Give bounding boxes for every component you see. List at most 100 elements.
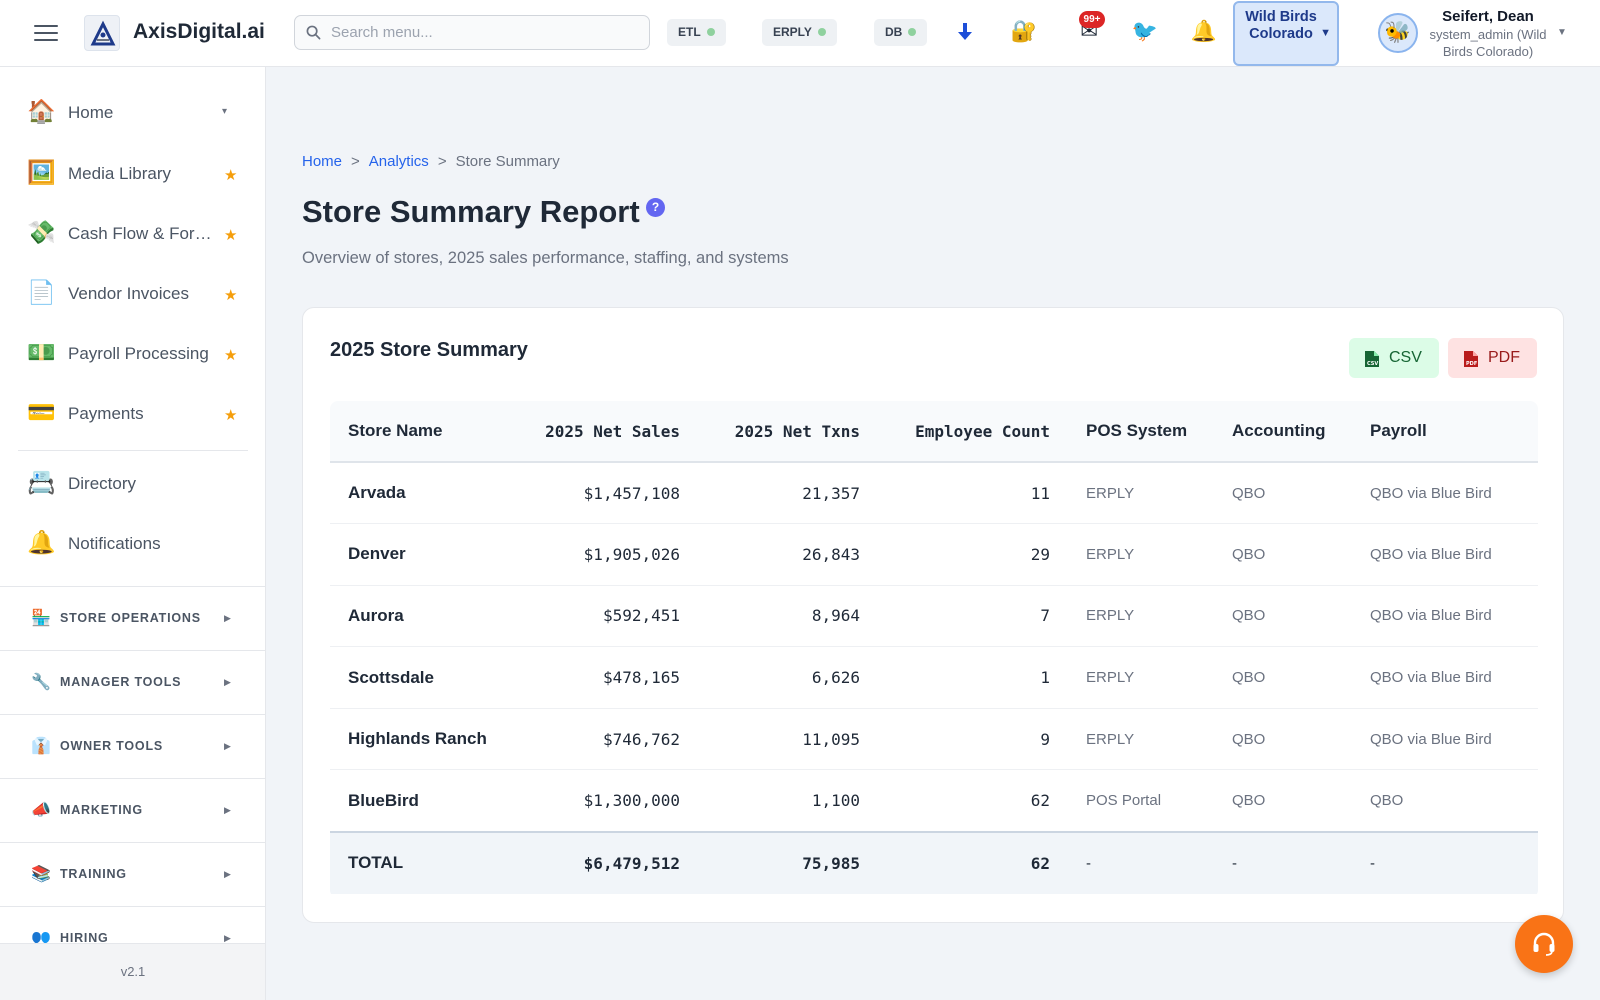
mail-count-badge: 99+ [1079, 11, 1105, 28]
total-label-cell: TOTAL [348, 853, 404, 873]
sidebar-section-marketing[interactable]: 📣 MARKETING ▶ [0, 778, 265, 842]
export-pdf-button[interactable]: PDF PDF [1448, 338, 1537, 378]
net-sales-cell: $592,451 [602, 606, 680, 626]
net-txns-cell: 26,843 [802, 544, 860, 564]
store-name-cell: Denver [348, 544, 406, 564]
sidebar-item-label: Home [68, 103, 114, 122]
avatar[interactable]: 🐝 [1378, 13, 1418, 53]
star-icon[interactable]: ★ [224, 347, 238, 364]
sidebar-item-home[interactable]: 🏠 Home ▾ [0, 85, 265, 141]
column-header[interactable]: Store Name [348, 421, 443, 440]
chevron-right-icon: ▶ [224, 741, 231, 751]
employee-count-cell: 62 [1030, 791, 1050, 811]
chevron-down-icon[interactable]: ▼ [1557, 27, 1567, 38]
star-icon[interactable]: ★ [224, 407, 238, 424]
net-txns-cell: 6,626 [811, 668, 860, 688]
store-name-cell: Scottsdale [348, 667, 434, 687]
etl-status-pill[interactable]: ETL [667, 19, 726, 46]
net-txns-cell: 11,095 [802, 729, 860, 749]
search-input[interactable] [331, 16, 641, 49]
star-icon[interactable]: ★ [224, 167, 238, 184]
net-sales-cell: $1,905,026 [583, 544, 680, 564]
star-icon[interactable]: ★ [224, 287, 238, 304]
column-header[interactable]: Employee Count [915, 421, 1050, 441]
sidebar-section-label: OWNER TOOLS [60, 739, 164, 753]
store-name-cell: BlueBird [348, 790, 419, 810]
total-accounting-cell: - [1232, 854, 1237, 872]
total-payroll-cell: - [1370, 854, 1375, 872]
export-csv-button[interactable]: CSV CSV [1349, 338, 1439, 378]
sidebar-section-manager-tools[interactable]: 🔧 MANAGER TOOLS ▶ [0, 650, 265, 714]
people-icon: 👥 [31, 930, 51, 947]
lock-key-icon[interactable]: 🔐 [1010, 20, 1038, 43]
sidebar-item-directory[interactable]: 📇 Directory [0, 456, 265, 512]
accounting-cell: QBO [1232, 607, 1266, 625]
accounting-cell: QBO [1232, 545, 1266, 563]
table-row[interactable]: Arvada $1,457,108 21,357 11 ERPLY QBO QB… [330, 462, 1538, 524]
sidebar-item-payroll-processing[interactable]: 💵 Payroll Processing ★ [0, 326, 265, 382]
table-row[interactable]: Scottsdale $478,165 6,626 1 ERPLY QBO QB… [330, 647, 1538, 709]
etl-status-label: ETL [678, 25, 701, 39]
db-status-label: DB [885, 25, 903, 39]
column-header[interactable]: 2025 Net Sales [545, 421, 680, 441]
download-icon[interactable] [950, 18, 980, 52]
status-dot-icon [817, 28, 826, 36]
table-row[interactable]: Aurora $592,451 8,964 7 ERPLY QBO QBO vi… [330, 585, 1538, 647]
store-name-cell: Arvada [348, 483, 406, 503]
house-icon: 🏠 [27, 98, 56, 124]
store-summary-table: Store Name 2025 Net Sales 2025 Net Txns … [330, 401, 1538, 894]
sidebar-section-owner-tools[interactable]: 👔 OWNER TOOLS ▶ [0, 714, 265, 778]
user-name[interactable]: Seifert, Dean [1442, 8, 1534, 25]
organization-name: Wild Birds Colorado [1245, 9, 1317, 42]
sidebar-item-payments[interactable]: 💳 Payments ★ [0, 386, 265, 442]
column-header[interactable]: Payroll [1370, 421, 1427, 440]
table-row[interactable]: BlueBird $1,300,000 1,100 62 POS Portal … [330, 770, 1538, 832]
breadcrumb-home-link[interactable]: Home [302, 153, 343, 170]
star-icon[interactable]: ★ [224, 227, 238, 244]
megaphone-icon: 📣 [31, 802, 51, 819]
help-icon[interactable]: ? [646, 198, 665, 217]
table-header-row: Store Name 2025 Net Sales 2025 Net Txns … [330, 401, 1538, 462]
accounting-cell: QBO [1232, 484, 1266, 502]
total-net-sales-cell: $6,479,512 [583, 853, 680, 873]
sidebar-section-store-operations[interactable]: 🏪 STORE OPERATIONS ▶ [0, 586, 265, 650]
db-status-pill[interactable]: DB [874, 19, 928, 46]
bell-icon: 🔔 [27, 529, 56, 555]
sidebar-item-notifications[interactable]: 🔔 Notifications [0, 516, 265, 572]
bell-icon[interactable]: 🔔 [1190, 20, 1218, 43]
net-txns-cell: 1,100 [811, 791, 860, 811]
sidebar-section-hiring[interactable]: 👥 HIRING ▶ [0, 906, 265, 970]
chevron-right-icon: ▶ [224, 613, 231, 623]
sidebar-item-label: Payroll Processing [68, 344, 209, 363]
column-header[interactable]: Accounting [1232, 421, 1326, 440]
sidebar-section-training[interactable]: 📚 TRAINING ▶ [0, 842, 265, 906]
store-name-cell: Highlands Ranch [348, 729, 487, 749]
sidebar-item-label: Media Library [68, 164, 171, 183]
table-row[interactable]: Denver $1,905,026 26,843 29 ERPLY QBO QB… [330, 524, 1538, 586]
sidebar-item-label: Cash Flow & For… [68, 224, 212, 243]
hamburger-menu-icon[interactable] [34, 22, 58, 42]
column-header[interactable]: 2025 Net Txns [734, 421, 860, 441]
erply-status-label: ERPLY [773, 25, 812, 39]
total-employee-count-cell: 62 [1030, 853, 1050, 873]
user-role: system_admin (Wild Birds Colorado) [1429, 27, 1547, 59]
breadcrumb-analytics-link[interactable]: Analytics [368, 153, 429, 170]
erply-status-pill[interactable]: ERPLY [762, 19, 837, 46]
brand-logo[interactable] [84, 15, 120, 51]
bird-icon[interactable]: 🐦 [1131, 20, 1159, 43]
sidebar-item-label: Directory [68, 474, 137, 493]
pos-system-cell: ERPLY [1086, 730, 1135, 748]
sidebar-item-cash-flow[interactable]: 💸 Cash Flow & For… ★ [0, 206, 265, 262]
brand-name[interactable]: AxisDigital.ai [133, 20, 265, 43]
picture-icon: 🖼️ [27, 159, 56, 185]
column-header[interactable]: POS System [1086, 421, 1188, 440]
table-row[interactable]: Highlands Ranch $746,762 11,095 9 ERPLY … [330, 708, 1538, 770]
support-chat-button[interactable] [1515, 915, 1573, 973]
sidebar-item-vendor-invoices[interactable]: 📄 Vendor Invoices ★ [0, 266, 265, 322]
summary-card: 2025 Store Summary CSV CSV PDF PDF Store… [302, 307, 1564, 923]
page-title: Store Summary Report [302, 194, 640, 229]
organization-selector[interactable]: Wild Birds Colorado ▼ [1233, 1, 1339, 66]
net-sales-cell: $746,762 [602, 729, 680, 749]
sidebar-item-media-library[interactable]: 🖼️ Media Library ★ [0, 146, 265, 202]
sidebar-section-label: STORE OPERATIONS [60, 611, 201, 625]
